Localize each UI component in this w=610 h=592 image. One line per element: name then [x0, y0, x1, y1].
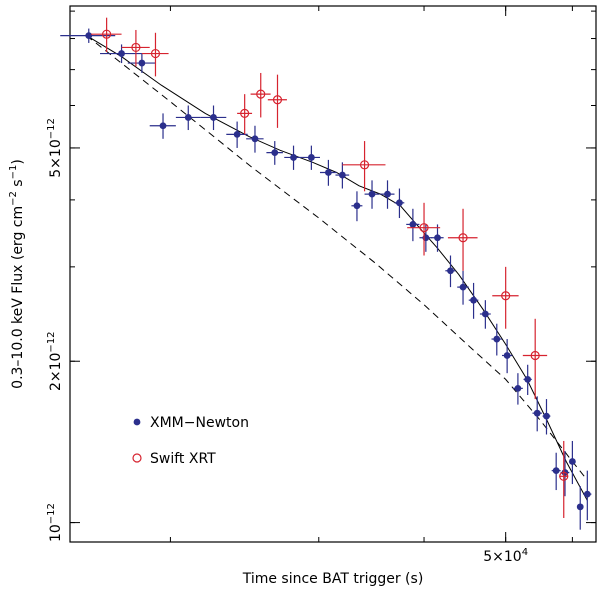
- xrt-point: [419, 223, 429, 233]
- xmm-point: [447, 267, 454, 275]
- xmm-point: [338, 171, 346, 179]
- xmm-point: [353, 202, 361, 210]
- xmm-point: [85, 32, 93, 40]
- xmm-point: [470, 296, 477, 304]
- xmm-point: [524, 375, 532, 383]
- legend-label-xmm: XMM−Newton: [150, 415, 249, 431]
- xrt-point: [501, 291, 511, 301]
- x-tick-label: 5×104: [483, 547, 528, 565]
- xmm-point: [514, 384, 522, 392]
- y-tick-label: 5×10−12: [46, 118, 64, 178]
- xmm-point: [271, 149, 279, 157]
- xmm-point: [481, 310, 489, 318]
- xmm-point: [459, 283, 467, 291]
- y-axis-label: 0.3–10.0 keV Flux (erg cm−2 s−1): [8, 159, 26, 389]
- xrt-point: [150, 48, 161, 59]
- xmm-point: [409, 221, 417, 228]
- legend-marker-xmm: [133, 418, 141, 426]
- xrt-point: [131, 42, 141, 53]
- xmm-point: [307, 154, 315, 161]
- xrt-point: [272, 95, 283, 105]
- xrt-point: [458, 233, 468, 243]
- xmm-point: [503, 352, 511, 359]
- xmm-point: [251, 135, 259, 143]
- y-tick-label: 10−12: [46, 503, 64, 542]
- xrt-point: [256, 89, 266, 99]
- xrt-point: [530, 350, 540, 361]
- xmm-point: [118, 50, 125, 57]
- xmm-point: [138, 59, 146, 67]
- legend: XMM−Newton Swift XRT: [132, 415, 249, 467]
- y-tick-label: 2×10−12: [46, 331, 64, 391]
- xmm-point: [368, 190, 376, 198]
- xmm-point: [533, 409, 541, 417]
- xrt-point: [559, 471, 569, 481]
- xmm-point: [290, 154, 297, 161]
- xmm-point: [543, 412, 550, 420]
- series-xmm-newton: [60, 28, 592, 530]
- xmm-point: [184, 114, 192, 121]
- xmm-point: [576, 503, 584, 511]
- xmm-point: [434, 234, 441, 242]
- major-ticks: [70, 6, 596, 542]
- minor-ticks: [70, 6, 596, 542]
- xmm-point: [324, 169, 332, 176]
- xmm-point: [396, 199, 403, 207]
- x-axis-label: Time since BAT trigger (s): [242, 571, 424, 587]
- xmm-point: [552, 467, 560, 475]
- xrt-point: [359, 160, 370, 170]
- xmm-point: [384, 190, 391, 198]
- xmm-point: [568, 458, 576, 465]
- xmm-point: [210, 114, 217, 121]
- xrt-point: [102, 29, 112, 39]
- model-curve-dashed: [86, 35, 588, 481]
- xrt-point: [240, 108, 250, 118]
- xmm-point: [159, 122, 167, 130]
- tick-labels: 5×104 10−12 2×10−12 5×10−12: [46, 118, 528, 565]
- xmm-point: [233, 130, 241, 138]
- plot-frame: [69, 5, 597, 543]
- series-swift-xrt: [91, 17, 569, 518]
- xmm-point: [493, 335, 501, 343]
- xmm-point: [583, 490, 591, 498]
- legend-label-xrt: Swift XRT: [150, 451, 216, 467]
- legend-marker-xrt: [132, 453, 142, 463]
